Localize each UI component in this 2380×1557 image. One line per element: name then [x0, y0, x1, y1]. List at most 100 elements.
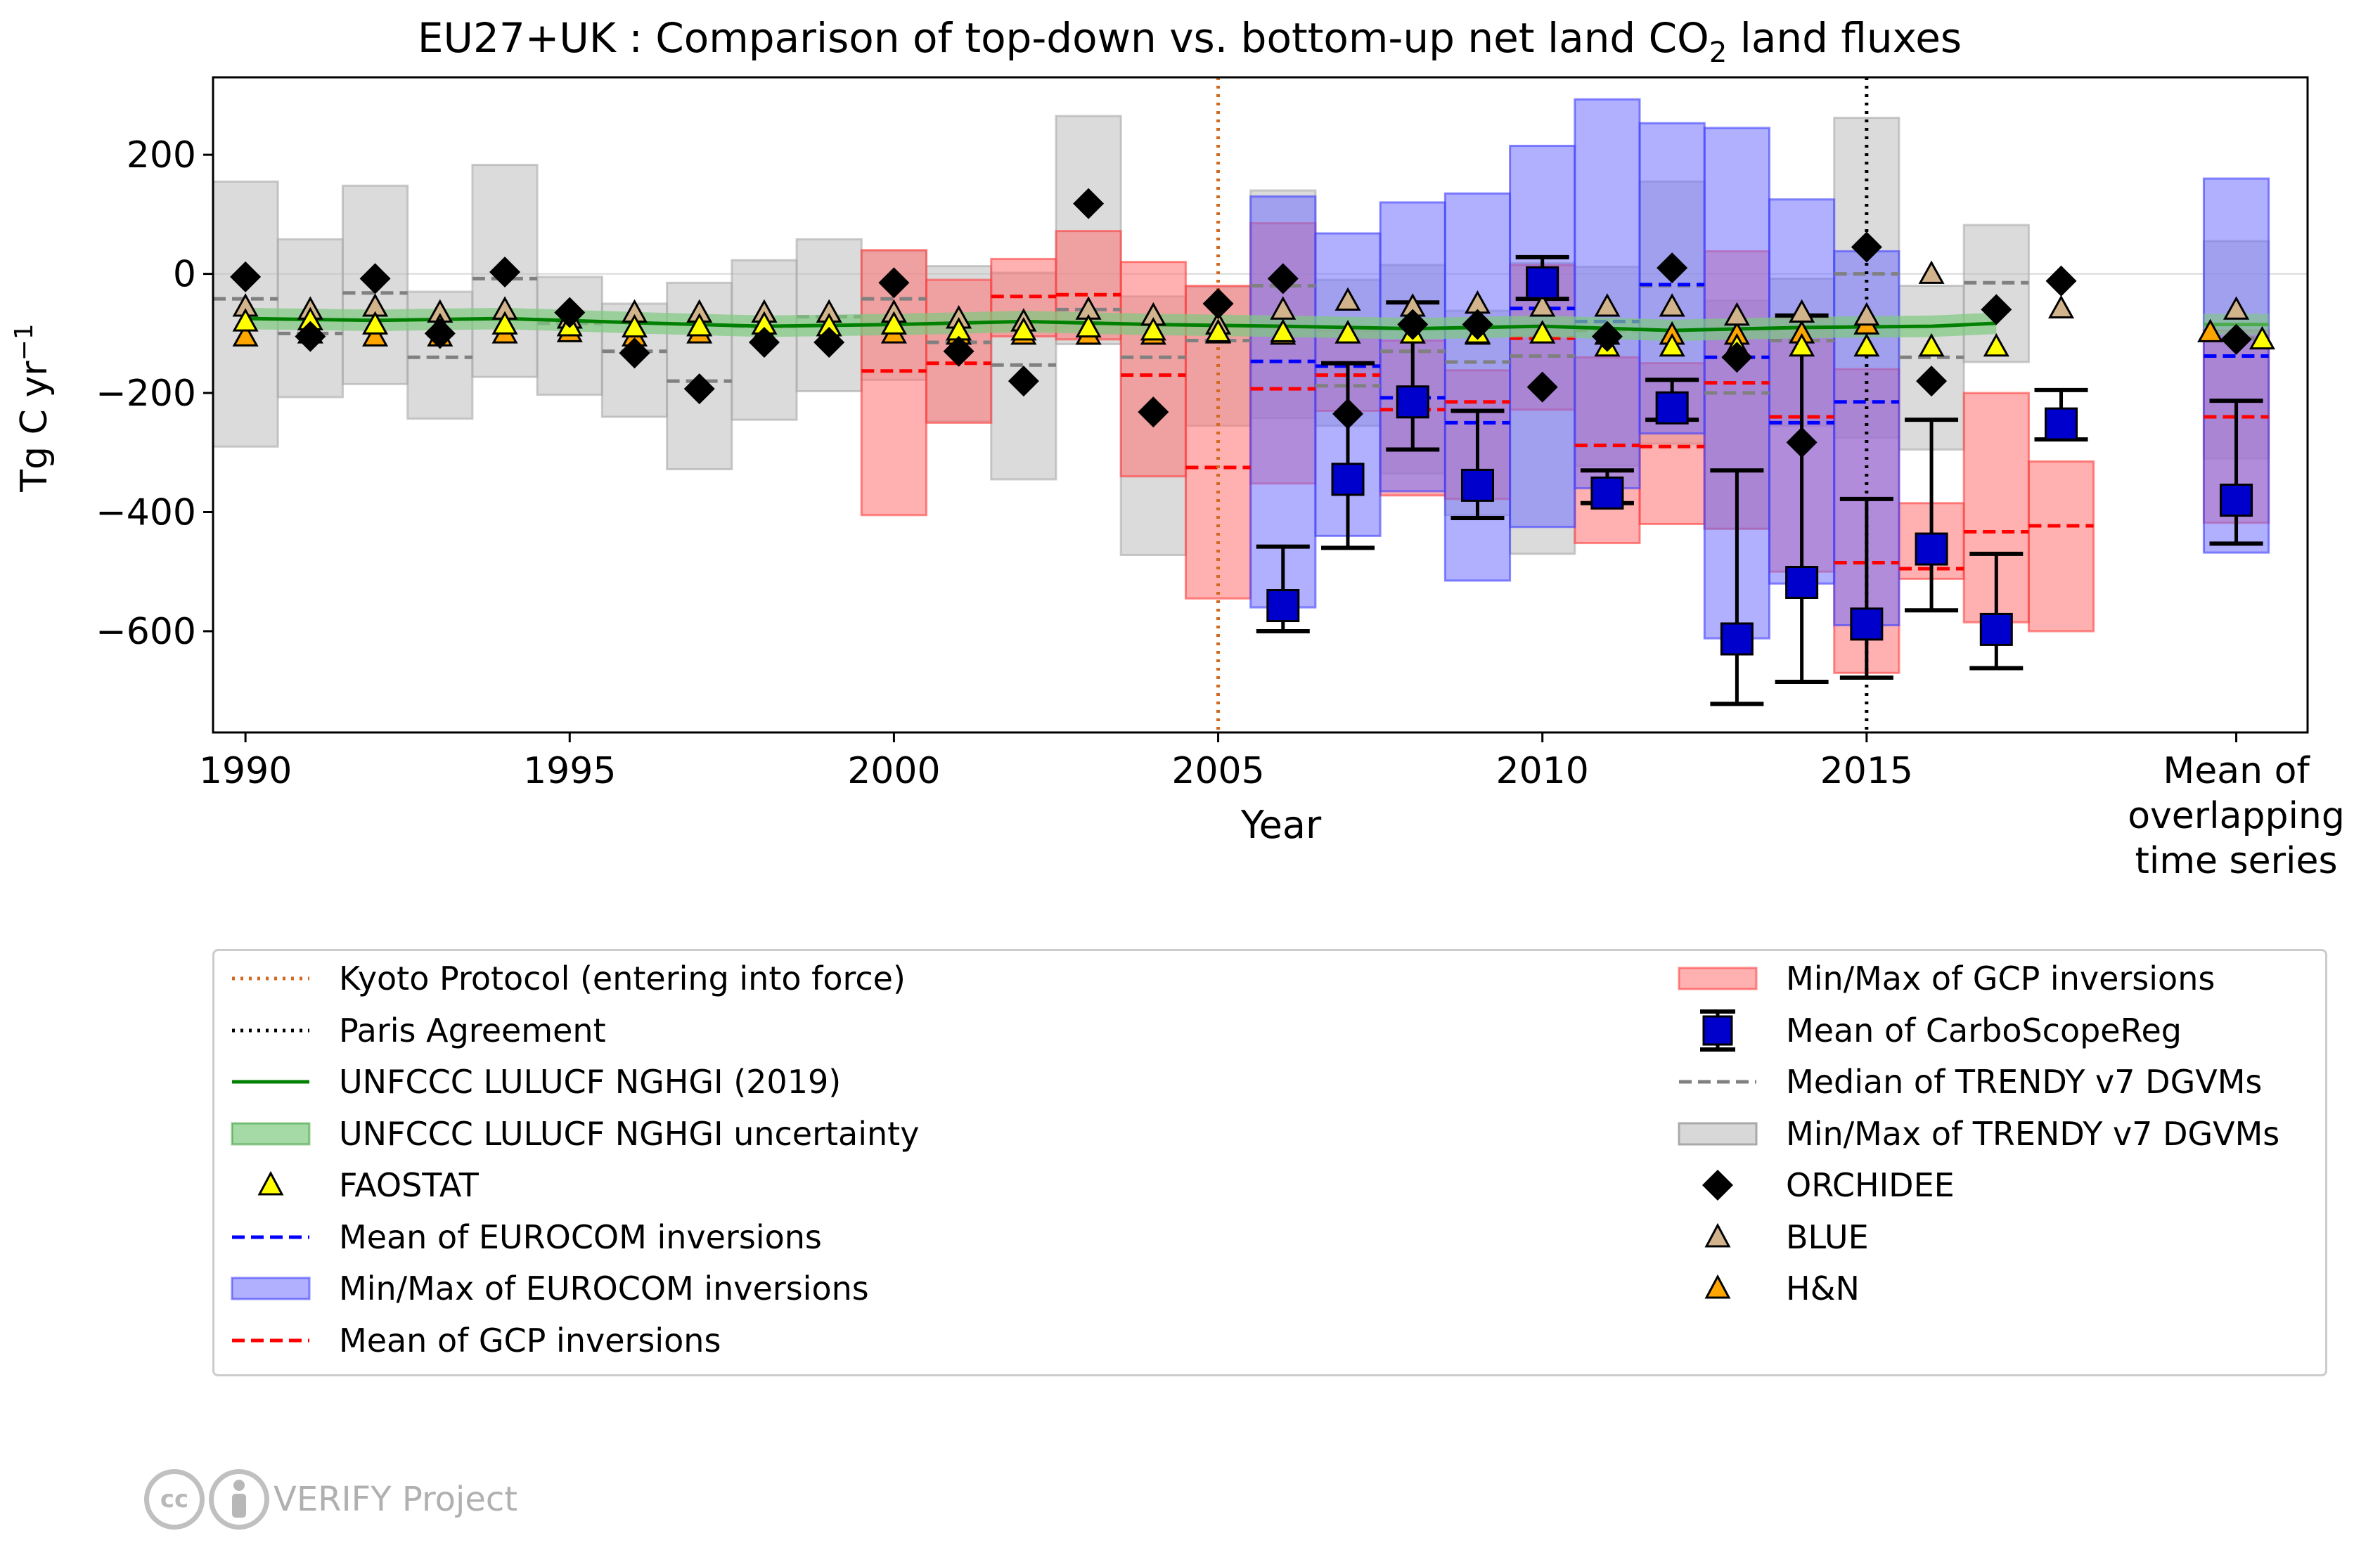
- gcp-range-box: [1119, 261, 1187, 478]
- gcp-range-box: [2027, 460, 2095, 633]
- legend-item-carboscope-square: Mean of CarboScopeReg: [1672, 1007, 2182, 1054]
- x-tick-label: 1990: [199, 750, 292, 792]
- orchidee-point: [1981, 294, 2012, 325]
- orchidee-point: [878, 267, 910, 299]
- y-tick-label: −400: [96, 492, 196, 534]
- kyoto-line-icon: [225, 955, 316, 1002]
- carboscope-square-icon: [1672, 1007, 1763, 1054]
- mean-carboscope-point: [2220, 484, 2253, 517]
- orchidee-point: [1332, 398, 1364, 429]
- x-axis-label: Year: [1240, 803, 1322, 847]
- orchidee-point: [424, 318, 456, 349]
- carboscope-point: [1396, 385, 1429, 419]
- eurocom-mean-dash-icon: [225, 1214, 316, 1260]
- legend-item-trendy-median-dash: Median of TRENDY v7 DGVMs: [1672, 1059, 2262, 1105]
- legend-label: Min/Max of TRENDY v7 DGVMs: [1786, 1114, 2280, 1153]
- carboscope-point: [1526, 266, 1559, 299]
- carboscope-point: [1460, 468, 1494, 502]
- legend-item-unfccc-line: UNFCCC LULUCF NGHGI (2019): [225, 1059, 841, 1105]
- mean-faostat-point: [2249, 325, 2275, 350]
- carboscope-point: [1850, 607, 1884, 641]
- x-tick-label-mean: time series: [2135, 840, 2338, 882]
- legend-label: H&N: [1786, 1269, 1860, 1307]
- blue-point: [1270, 296, 1297, 320]
- mean-blue-point: [2223, 296, 2250, 320]
- orchidee-point: [1916, 366, 1948, 397]
- orchidee-point: [1786, 427, 1818, 458]
- y-tick-label: 200: [127, 134, 196, 176]
- legend-item-eurocom-mean-dash: Mean of EUROCOM inversions: [225, 1214, 822, 1260]
- orchidee-point: [1397, 309, 1429, 340]
- faostat-point: [1983, 332, 2009, 357]
- orchidee-point: [1202, 288, 1234, 319]
- orchidee-point: [1657, 252, 1688, 284]
- gcp-mean-dash-icon: [225, 1317, 316, 1364]
- blue-point: [1789, 299, 1815, 323]
- y-tick-label: −600: [96, 611, 196, 653]
- orchidee-point: [359, 263, 391, 295]
- hn-triangle-icon: [1672, 1265, 1763, 1312]
- legend-item-eurocom-box: Min/Max of EUROCOM inversions: [225, 1265, 869, 1312]
- faostat-point: [491, 311, 518, 335]
- mean-orchidee-point: [2220, 323, 2252, 355]
- gcp-box-icon: [1672, 955, 1763, 1002]
- watermark: cc VERIFY Project: [144, 1469, 517, 1530]
- carboscope-point: [1915, 532, 1948, 566]
- eurocom-range-box: [1443, 192, 1512, 582]
- plot-content: [213, 77, 2275, 732]
- blue-point: [1529, 293, 1556, 317]
- legend-label: Mean of EUROCOM inversions: [339, 1217, 822, 1256]
- trendy-median-dash-icon: [1672, 1059, 1763, 1105]
- faostat-point: [1010, 317, 1037, 341]
- carboscope-point: [1785, 565, 1819, 599]
- x-tick-label: 1995: [523, 750, 616, 792]
- blue-point: [2047, 295, 2075, 319]
- legend-label: Min/Max of EUROCOM inversions: [339, 1269, 869, 1307]
- unfccc-band-icon: [225, 1111, 316, 1157]
- blue-triangle-icon: [1672, 1214, 1763, 1260]
- cc-icon: cc: [144, 1469, 205, 1530]
- blue-point: [1334, 287, 1361, 311]
- legend-label: Paris Agreement: [339, 1011, 606, 1049]
- faostat-point: [1205, 318, 1232, 342]
- blue-point: [1723, 302, 1750, 326]
- blue-point: [1853, 302, 1880, 326]
- legend-item-blue-triangle: BLUE: [1672, 1214, 1869, 1260]
- hn-point: [232, 323, 259, 347]
- orchidee-point: [619, 337, 650, 369]
- legend-label: BLUE: [1786, 1217, 1869, 1256]
- y-tick-label: −200: [96, 373, 196, 415]
- legend-item-unfccc-band: UNFCCC LULUCF NGHGI uncertainty: [225, 1111, 919, 1157]
- faostat-point: [1140, 317, 1166, 341]
- faostat-point: [1270, 318, 1297, 342]
- carboscope-point: [1331, 463, 1365, 496]
- orchidee-point: [1008, 366, 1039, 397]
- legend-label: Median of TRENDY v7 DGVMs: [1786, 1063, 2263, 1101]
- eurocom-box-icon: [225, 1265, 316, 1312]
- orchidee-point: [813, 327, 845, 358]
- faostat-point: [1075, 314, 1102, 338]
- x-tick-label: 2000: [847, 750, 940, 792]
- carboscope-point: [1655, 391, 1689, 425]
- trendy-box-icon: [1672, 1111, 1763, 1157]
- faostat-point: [1659, 332, 1685, 357]
- legend-label: UNFCCC LULUCF NGHGI (2019): [339, 1063, 842, 1101]
- orchidee-point: [683, 373, 715, 405]
- faostat-point: [1853, 332, 1880, 357]
- x-tick-label-mean: Mean of: [2163, 750, 2310, 792]
- x-tick-label: 2010: [1496, 750, 1589, 792]
- legend-label: UNFCCC LULUCF NGHGI uncertainty: [339, 1114, 920, 1153]
- legend-label: Min/Max of GCP inversions: [1786, 960, 2215, 997]
- paris-line-icon: [225, 1007, 316, 1054]
- x-tick-label-mean: overlapping: [2128, 795, 2345, 837]
- y-tick-label: 0: [173, 254, 196, 296]
- legend-label: Mean of GCP inversions: [339, 1321, 721, 1359]
- carboscope-point: [1590, 476, 1624, 510]
- hn-point: [362, 323, 389, 347]
- plot-frame: [212, 76, 2309, 734]
- legend-item-gcp-box: Min/Max of GCP inversions: [1672, 955, 2215, 1002]
- orchidee-point: [1721, 342, 1753, 373]
- x-tick-label: 2015: [1820, 750, 1913, 792]
- unfccc-line-icon: [225, 1059, 316, 1105]
- carboscope-point: [1979, 612, 2013, 646]
